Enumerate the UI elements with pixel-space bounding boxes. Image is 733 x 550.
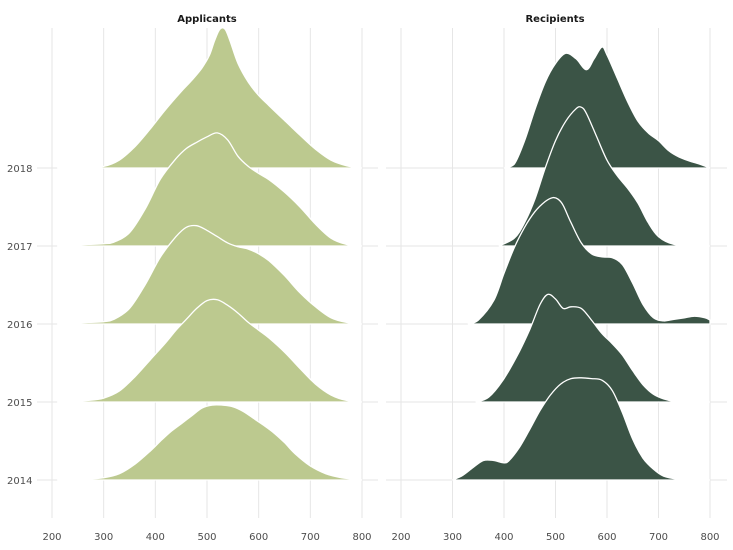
x-tick-applicants-800: 800 [352,532,371,543]
ridge-recipients-2018 [503,46,711,169]
ridge-applicants-2016 [57,224,363,325]
y-tick-2015: 2015 [7,398,32,409]
x-tick-applicants-600: 600 [249,532,268,543]
x-tick-recipients-600: 600 [597,532,616,543]
x-tick-recipients-500: 500 [546,532,565,543]
panel-title-recipients: Recipients [525,14,584,25]
x-tick-applicants-300: 300 [94,532,113,543]
ridge-applicants-2014 [57,404,363,481]
ridge-applicants-2017 [57,132,363,247]
ridge-layer [57,27,711,481]
y-tick-2016: 2016 [7,320,32,331]
panel-title-applicants: Applicants [177,14,236,25]
y-tick-2018: 2018 [7,164,32,175]
ridge-recipients-2016 [467,196,711,325]
label-layer: Applicants Recipients 200 300 400 500 600 700… [7,14,720,543]
x-tick-recipients-300: 300 [443,532,462,543]
x-tick-applicants-700: 700 [301,532,320,543]
ridge-applicants-2015 [57,298,363,403]
x-tick-recipients-400: 400 [494,532,513,543]
ridge-recipients-2015 [475,293,710,403]
x-tick-applicants-500: 500 [197,532,216,543]
x-tick-applicants-400: 400 [146,532,165,543]
y-tick-2014: 2014 [7,476,32,487]
ridge-recipients-2014 [452,377,710,481]
x-tick-applicants-200: 200 [42,532,61,543]
y-tick-2017: 2017 [7,242,32,253]
x-tick-recipients-800: 800 [700,532,719,543]
ridge-applicants-2018 [57,27,363,169]
x-tick-recipients-700: 700 [649,532,668,543]
x-tick-recipients-200: 200 [391,532,410,543]
